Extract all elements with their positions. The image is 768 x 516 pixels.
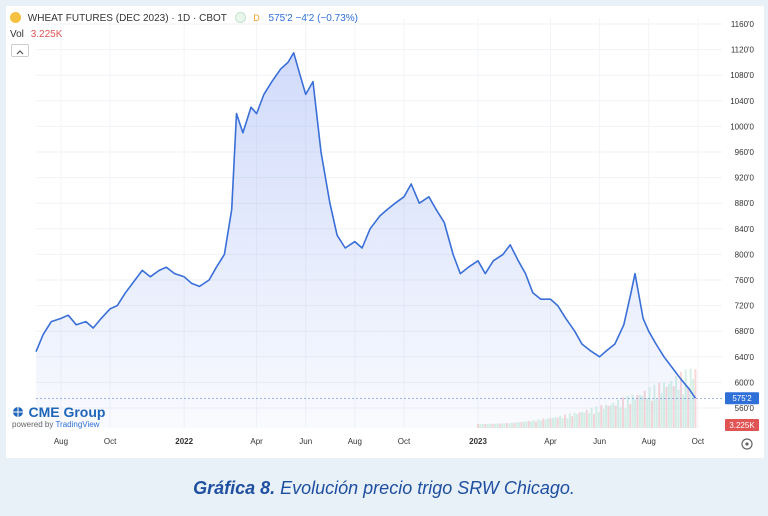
x-tick-label: 2023 (469, 437, 487, 446)
last-price-label: 575'2 (732, 394, 752, 403)
x-tick-label: Apr (250, 437, 263, 446)
volume-bar (694, 369, 697, 428)
y-tick-label: 800'0 (735, 250, 755, 259)
quote-text: 575'2 −4'2 (−0.73%) (268, 13, 358, 24)
status-dot-icon (235, 12, 247, 23)
volume-tag (725, 419, 759, 431)
y-tick-label: 760'0 (735, 276, 755, 285)
x-tick-label: 2022 (175, 437, 193, 446)
y-tick-label: 600'0 (735, 378, 755, 387)
y-tick-label: 560'0 (735, 404, 755, 413)
volume-tag-label: 3.225K (729, 421, 755, 430)
caption-label: Gráfica 8. (193, 478, 276, 498)
y-tick-label: 1040'0 (730, 97, 754, 106)
cme-logo: CME Group (12, 404, 105, 422)
powered-by: powered by TradingView (12, 420, 99, 429)
x-tick-label: Apr (544, 437, 557, 446)
symbol-title: WHEAT FUTURES (DEC 2023) · 1D · CBOT (27, 13, 227, 24)
caption-text: Evolución precio trigo SRW Chicago. (280, 478, 575, 498)
delay-badge: D (253, 13, 260, 23)
x-tick-label: Oct (398, 437, 411, 446)
vol-value: 3.225K (30, 29, 63, 40)
price-line (35, 52, 697, 399)
chart-header: WHEAT FUTURES (DEC 2023) · 1D · CBOT D 5… (10, 12, 358, 24)
x-tick-label: Jun (299, 437, 312, 446)
chart-card: 1160'0 1120'0 1080'0 1040'0 1000'0 960'0 920'0… (6, 6, 764, 458)
volume-readout: Vol 3.225K (10, 29, 62, 40)
chevron-up-icon (16, 50, 24, 55)
y-tick-label: 1080'0 (730, 71, 754, 80)
x-tick-label: Aug (642, 437, 656, 446)
y-tick-label: 680'0 (735, 327, 755, 336)
y-tick-label: 1120'0 (731, 46, 755, 55)
y-tick-label: 1000'0 (730, 122, 754, 131)
x-tick-label: Aug (348, 437, 362, 446)
x-tick-label: Oct (692, 437, 705, 446)
cme-globe-icon (13, 407, 23, 417)
vol-label: Vol (10, 29, 24, 40)
y-tick-label: 960'0 (735, 148, 755, 157)
y-tick-label: 920'0 (735, 174, 755, 183)
powered-label: powered by (12, 420, 54, 429)
gear-icon (741, 438, 753, 450)
y-tick-label: 640'0 (735, 353, 755, 362)
y-tick-label: 1160'0 (731, 20, 755, 29)
x-tick-label: Oct (104, 437, 117, 446)
last-price-tag (725, 392, 759, 405)
x-tick-label: Aug (54, 437, 68, 446)
y-tick-label: 880'0 (735, 199, 755, 208)
x-tick-label: Jun (593, 437, 606, 446)
tradingview-link[interactable]: TradingView (55, 420, 100, 429)
collapse-button[interactable] (11, 44, 29, 57)
figure-caption: Gráfica 8. Evolución precio trigo SRW Ch… (0, 478, 768, 499)
price-chart: 1160'0 1120'0 1080'0 1040'0 1000'0 960'0 920'0… (35, 18, 759, 446)
y-tick-label: 840'0 (735, 225, 755, 234)
cme-brand: CME Group (28, 404, 106, 420)
wheat-icon (10, 12, 21, 23)
settings-button[interactable] (740, 437, 754, 451)
y-tick-label: 720'0 (735, 302, 755, 311)
